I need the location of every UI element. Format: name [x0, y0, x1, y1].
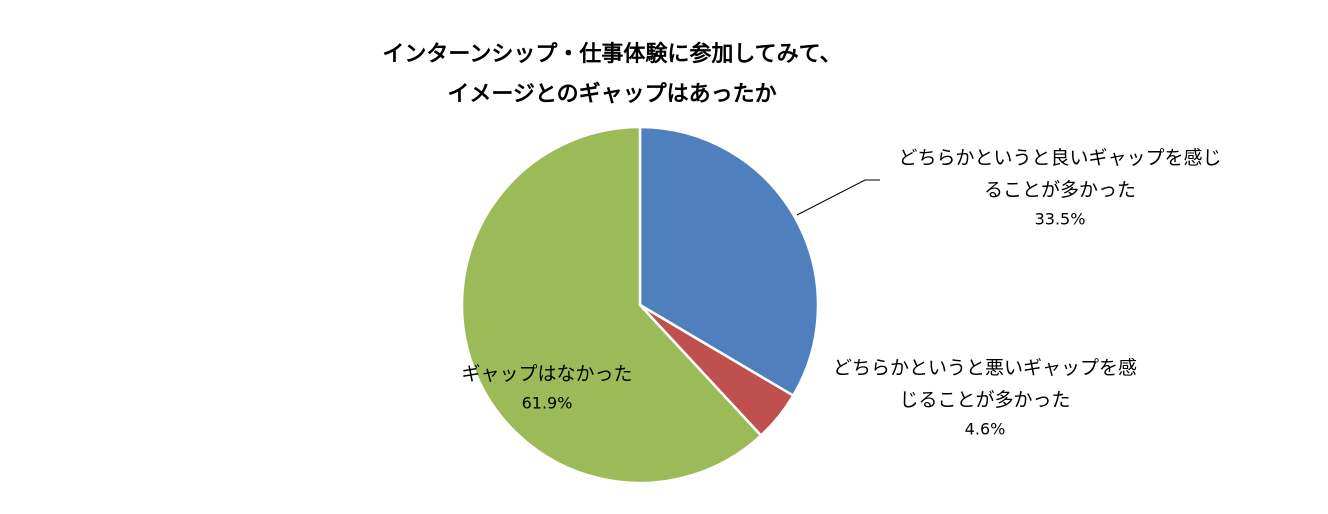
- slice-label: ギャップはなかった: [461, 363, 632, 385]
- chart-title: インターンシップ・仕事体験に参加してみて、: [382, 41, 841, 67]
- pie-slice: [638, 125, 820, 398]
- pie-slice: [460, 125, 763, 485]
- value-label: 61.9%: [522, 394, 573, 413]
- chart-title: イメージとのギャップはあったか: [447, 82, 776, 107]
- leader-line: [796, 179, 880, 216]
- value-label: 4.6%: [965, 420, 1006, 439]
- slice-label: どちらかというと良いギャップを感じることが多かった: [898, 147, 1221, 201]
- value-label: 33.5%: [1035, 210, 1086, 229]
- slice-label: どちらかというと悪いギャップを感じることが多かった: [833, 357, 1137, 411]
